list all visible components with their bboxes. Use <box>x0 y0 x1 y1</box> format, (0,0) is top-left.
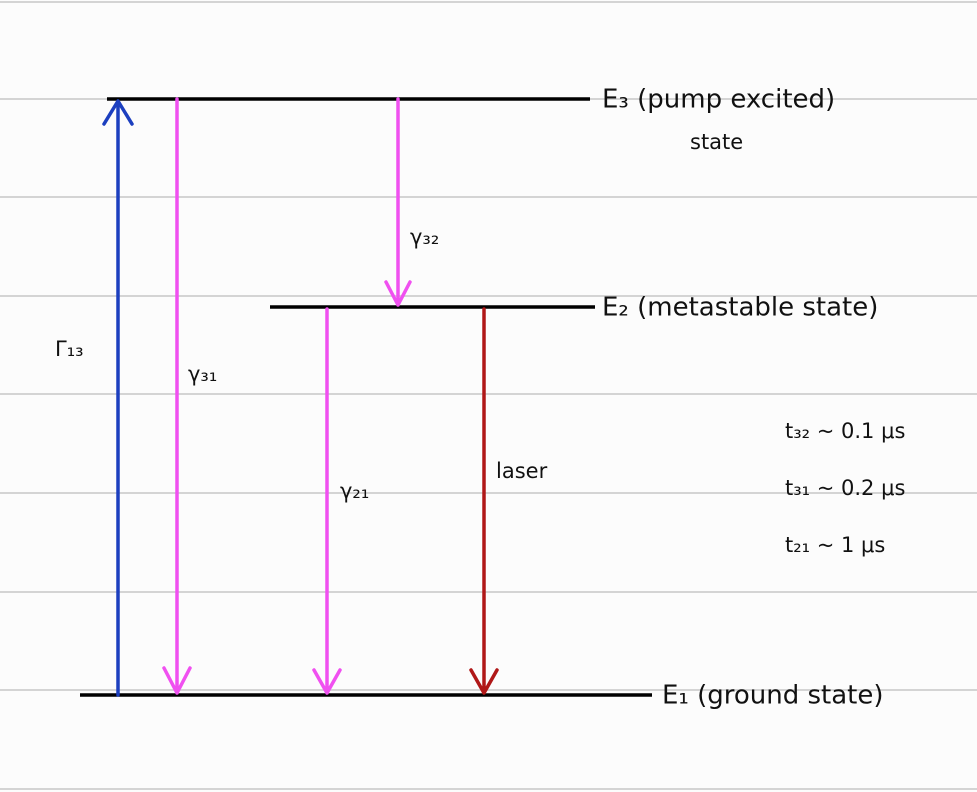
level-label: E₁ (ground state) <box>662 681 884 711</box>
lifetime-note: t₂₁ ~ 1 μs <box>785 533 885 557</box>
level-label: E₃ (pump excited) <box>602 85 835 115</box>
transition-label: γ₃₁ <box>188 362 217 386</box>
arrow-31 <box>162 97 192 695</box>
level-label: E₂ (metastable state) <box>602 293 878 323</box>
transition-label: laser <box>496 459 548 483</box>
transition-label: γ₂₁ <box>340 479 369 503</box>
lifetime-note: t₃₂ ~ 0.1 μs <box>785 419 905 443</box>
arrow-32 <box>384 97 412 307</box>
transition-label: γ₃₂ <box>410 225 439 249</box>
arrow-pump <box>102 99 134 697</box>
arrow-21 <box>312 307 342 695</box>
arrow-laser <box>469 307 499 695</box>
level-sublabel: state <box>690 130 743 154</box>
transition-label: Γ₁₃ <box>55 337 84 361</box>
lifetime-note: t₃₁ ~ 0.2 μs <box>785 476 905 500</box>
